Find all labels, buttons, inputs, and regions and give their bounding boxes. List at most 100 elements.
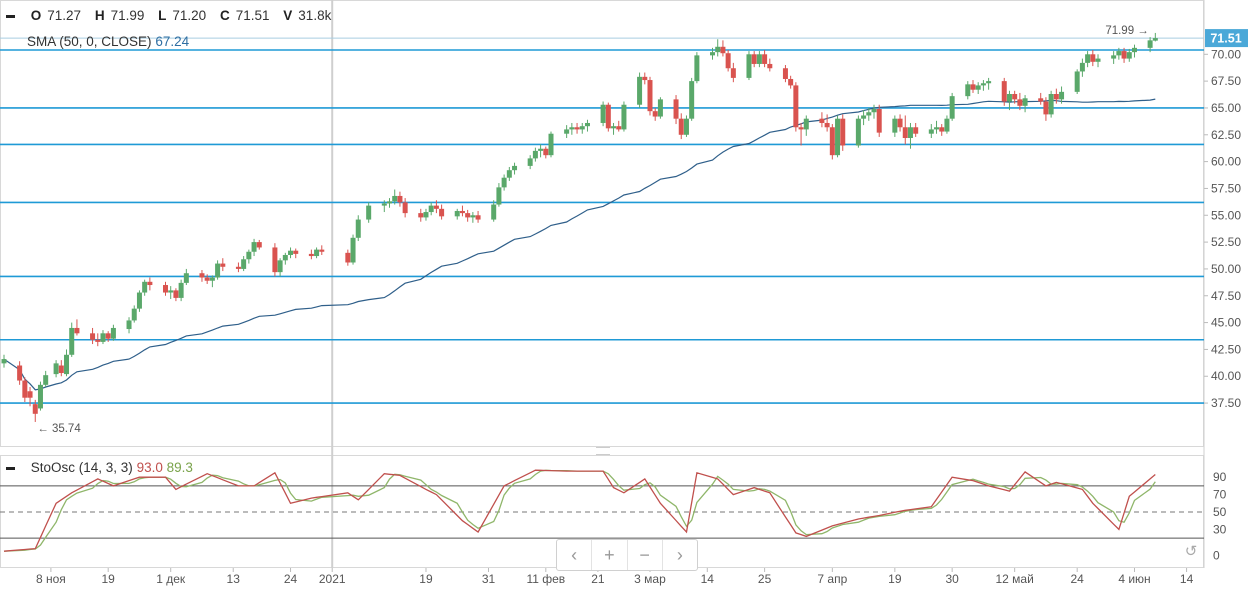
candle-body (527, 158, 533, 166)
candle-body (277, 260, 283, 273)
candle-body (616, 126, 622, 130)
candle-body (1048, 94, 1054, 115)
candle-body (459, 210, 465, 214)
reset-view-button[interactable]: ↺ (1184, 543, 1198, 560)
candle-body (678, 118, 684, 135)
price-tick-label: 37.50 (1211, 396, 1241, 410)
candle-body (131, 308, 137, 321)
high-annotation: 71.99 → (1105, 25, 1148, 37)
candle-body (162, 285, 168, 293)
candle-body (725, 53, 731, 69)
candle-body (105, 333, 111, 339)
candle-body (288, 250, 294, 255)
x-tick-label: 30 (945, 572, 959, 586)
price-tick-label: 70.00 (1211, 47, 1241, 61)
candle-body (246, 251, 252, 260)
high-value: 71.99 (110, 8, 145, 23)
candle-body (506, 170, 512, 178)
candle-body (720, 46, 726, 54)
candle-body (637, 76, 643, 105)
oscillator-tick-label: 90 (1213, 470, 1227, 484)
open-value: 71.27 (47, 8, 82, 23)
candle-body (126, 320, 132, 330)
candle-body (136, 292, 142, 309)
candle-body (939, 127, 945, 132)
candle-body (1022, 98, 1028, 106)
pane-resize-handle[interactable] (596, 447, 610, 455)
candle-body (37, 384, 43, 409)
candle-body (642, 76, 648, 81)
low-label: L (158, 8, 167, 23)
candle-body (798, 127, 804, 130)
candle-body (147, 281, 153, 286)
candle-body (319, 249, 325, 252)
candle-body (611, 126, 617, 129)
candle-body (543, 148, 549, 156)
candle-body (866, 112, 872, 116)
price-tick-label: 67.50 (1211, 74, 1241, 88)
candle-body (548, 133, 554, 156)
oscillator-label: StoOsc (14, 3, 3) (30, 460, 133, 475)
candle-body (574, 127, 580, 130)
candle-body (241, 259, 247, 269)
candle-body (819, 118, 825, 123)
candle-body (1116, 51, 1122, 56)
candle-body (652, 111, 658, 117)
candle-body (1111, 55, 1117, 59)
candle-body (43, 375, 49, 385)
candle-body (454, 210, 460, 217)
high-label: H (94, 8, 105, 23)
candle-body (1079, 62, 1085, 72)
last-price-badge-label: 71.51 (1210, 32, 1241, 46)
candle-body (746, 54, 752, 78)
candle-body (168, 290, 174, 293)
candle-body (949, 96, 955, 119)
zoom-in-button[interactable]: + (592, 540, 628, 570)
collapse-icon[interactable] (6, 466, 15, 470)
candle-body (829, 127, 835, 156)
sma-legend[interactable]: SMA (50, 0, CLOSE) 67.24 (27, 34, 189, 49)
candle-body (355, 219, 361, 238)
candle-body (944, 118, 950, 132)
sma-line (3, 98, 1156, 391)
candle-body (314, 249, 320, 257)
candle-body (428, 205, 434, 213)
x-tick-label: 1 дек (156, 572, 186, 586)
candle-body (855, 118, 861, 146)
candle-body (402, 202, 408, 214)
collapse-icon[interactable] (6, 14, 15, 18)
candle-body (439, 208, 445, 217)
scroll-right-button[interactable]: › (676, 544, 683, 565)
candle-body (110, 327, 116, 339)
scroll-left-button[interactable]: ‹ (557, 540, 593, 570)
price-tick-label: 60.00 (1211, 155, 1241, 169)
candle-body (95, 339, 101, 342)
x-tick-label: 14 (701, 572, 715, 586)
candle-body (579, 126, 585, 130)
zoom-out-button[interactable]: − (628, 540, 663, 570)
candle-body (710, 52, 716, 56)
volume-value: 31.8k (298, 8, 332, 23)
candle-body (975, 85, 981, 90)
x-tick-label: 21 (591, 572, 605, 586)
candle-body (965, 84, 971, 97)
x-tick-label: 24 (284, 572, 298, 586)
candle-body (788, 78, 794, 86)
candle-body (215, 263, 221, 278)
candle-body (1085, 54, 1091, 63)
candle-body (366, 205, 372, 220)
price-tick-label: 45.00 (1211, 316, 1241, 330)
candle-body (621, 104, 627, 130)
candle-body (1053, 94, 1059, 100)
x-tick-label: 11 фев (526, 572, 565, 586)
candle-body (1126, 52, 1132, 59)
candle-body (1152, 38, 1158, 41)
oscillator-tick-label: 30 (1213, 522, 1227, 536)
candle-body (835, 118, 841, 156)
candle-body (584, 122, 590, 127)
k-value: 93.0 (136, 460, 163, 475)
candle-body (282, 254, 288, 261)
oscillator-tick-label: 70 (1213, 488, 1227, 502)
x-tick-label: 19 (888, 572, 902, 586)
